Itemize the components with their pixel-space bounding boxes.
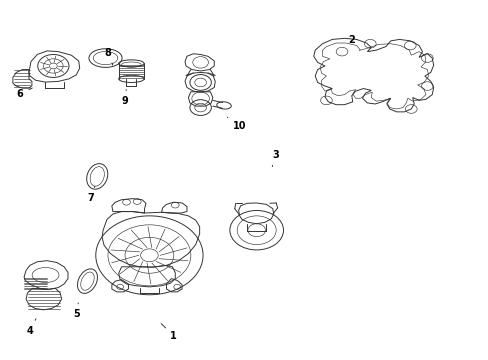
Text: 9: 9 [122, 90, 128, 106]
Text: 6: 6 [17, 88, 32, 99]
Text: 7: 7 [87, 186, 95, 203]
Text: 8: 8 [104, 48, 113, 65]
Text: 10: 10 [227, 117, 246, 131]
Text: 3: 3 [272, 150, 279, 167]
Text: 5: 5 [73, 303, 80, 319]
Text: 1: 1 [161, 324, 177, 341]
Text: 4: 4 [26, 319, 36, 336]
Text: 2: 2 [347, 35, 359, 50]
